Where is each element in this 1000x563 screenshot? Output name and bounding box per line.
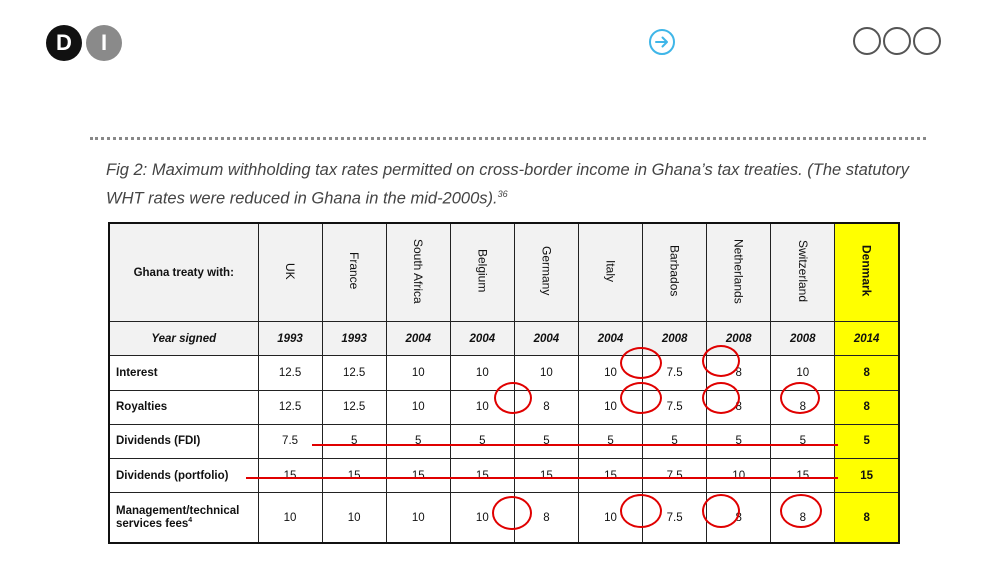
table-cell: 10 — [257, 492, 323, 544]
table-cell: 15 — [385, 457, 451, 494]
country-header: Belgium — [449, 222, 515, 323]
country-header-denmark: Denmark — [834, 222, 900, 323]
country-header: UK — [257, 222, 323, 323]
year-cell: 2004 — [449, 321, 515, 357]
table-cell: 5 — [642, 423, 708, 459]
di-logo[interactable]: D I — [46, 25, 122, 61]
tax-treaty-table: Ghana treaty with: UK France South Afric… — [108, 222, 900, 544]
table-cell: 12.5 — [321, 355, 387, 391]
menu-circle — [913, 27, 941, 55]
table-cell: 5 — [577, 423, 644, 459]
table-cell: 15 — [577, 457, 644, 494]
annotation-circle — [492, 496, 532, 530]
three-circles-menu-icon[interactable] — [853, 27, 941, 55]
row-label: Dividends (FDI) — [108, 423, 259, 459]
table-cell-denmark: 15 — [834, 457, 900, 494]
row-label-text: Management/technical services fees — [116, 505, 240, 530]
table-cell: 12.5 — [321, 389, 387, 425]
year-label: Year signed — [108, 321, 259, 357]
year-cell: 2008 — [770, 321, 836, 357]
annotation-circle — [702, 382, 740, 414]
arrow-right-circle-icon[interactable] — [648, 28, 676, 56]
table-cell: 10 — [321, 492, 387, 544]
annotation-underline — [312, 444, 838, 446]
table-cell: 5 — [449, 423, 515, 459]
annotation-circle — [620, 347, 662, 379]
table-cell: 15 — [449, 457, 515, 494]
table-cell: 7.5 — [257, 423, 323, 459]
tax-treaty-table-container: Ghana treaty with: UK France South Afric… — [108, 222, 900, 544]
header-label: Ghana treaty with: — [108, 222, 259, 323]
table-cell: 15 — [770, 457, 836, 494]
caption-footnote: 36 — [497, 189, 508, 199]
table-cell: 15 — [257, 457, 323, 494]
annotation-circle — [780, 382, 820, 414]
country-header: Italy — [577, 222, 644, 323]
table-cell: 15 — [321, 457, 387, 494]
country-header: France — [321, 222, 387, 323]
annotation-circle — [620, 494, 662, 528]
annotation-underline — [246, 477, 838, 479]
divider — [90, 137, 926, 140]
menu-circle — [853, 27, 881, 55]
table-cell: 5 — [513, 423, 579, 459]
year-cell: 2004 — [513, 321, 579, 357]
country-header: Netherlands — [706, 222, 772, 323]
year-cell-denmark: 2014 — [834, 321, 900, 357]
country-header: Switzerland — [770, 222, 836, 323]
table-cell-denmark: 8 — [834, 389, 900, 425]
annotation-circle — [702, 345, 740, 377]
year-cell: 2004 — [385, 321, 451, 357]
row-label-footnote: 4 — [188, 517, 193, 525]
annotation-circle — [702, 494, 740, 528]
country-header: Germany — [513, 222, 579, 323]
menu-circle — [883, 27, 911, 55]
table-cell: 10 — [385, 355, 451, 391]
row-label: Management/technical services fees4 — [108, 492, 259, 544]
table-cell: 10 — [385, 492, 451, 544]
table-cell: 7.5 — [642, 457, 708, 494]
table-row-dividends-fdi: Dividends (FDI) 7.5 5 5 5 5 5 5 5 5 5 — [108, 423, 900, 459]
annotation-circle — [494, 382, 532, 414]
table-cell: 5 — [385, 423, 451, 459]
row-label: Dividends (portfolio) — [108, 457, 259, 494]
year-row: Year signed 1993 1993 2004 2004 2004 200… — [108, 321, 900, 357]
header-row: Ghana treaty with: UK France South Afric… — [108, 222, 900, 323]
logo-i: I — [86, 25, 122, 61]
row-label: Royalties — [108, 389, 259, 425]
country-header: South Africa — [385, 222, 451, 323]
row-label: Interest — [108, 355, 259, 391]
table-cell-denmark: 8 — [834, 355, 900, 391]
table-cell: 5 — [770, 423, 836, 459]
logo-d: D — [46, 25, 82, 61]
country-header: Barbados — [642, 222, 708, 323]
table-cell: 12.5 — [257, 355, 323, 391]
table-cell: 5 — [706, 423, 772, 459]
annotation-circle — [780, 494, 822, 528]
table-cell: 15 — [513, 457, 579, 494]
year-cell: 1993 — [321, 321, 387, 357]
table-cell: 10 — [706, 457, 772, 494]
caption-text: Fig 2: Maximum withholding tax rates per… — [106, 161, 910, 208]
table-cell-denmark: 8 — [834, 492, 900, 544]
table-row-dividends-portfolio: Dividends (portfolio) 15 15 15 15 15 15 … — [108, 457, 900, 494]
table-cell: 5 — [321, 423, 387, 459]
table-cell-denmark: 5 — [834, 423, 900, 459]
table-cell: 10 — [385, 389, 451, 425]
year-cell: 1993 — [257, 321, 323, 357]
table-cell: 12.5 — [257, 389, 323, 425]
annotation-circle — [620, 382, 662, 414]
figure-caption: Fig 2: Maximum withholding tax rates per… — [106, 158, 946, 211]
